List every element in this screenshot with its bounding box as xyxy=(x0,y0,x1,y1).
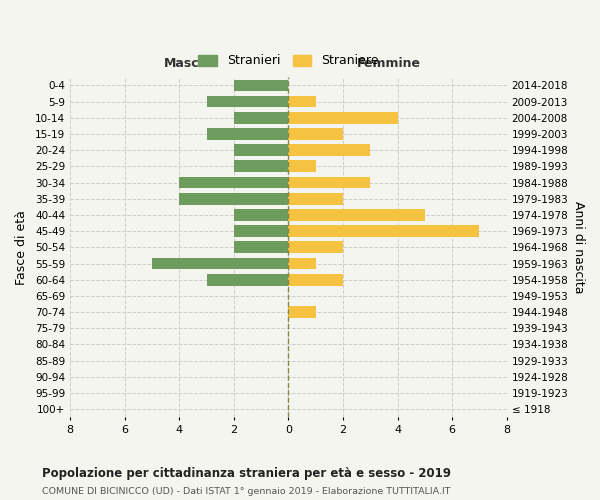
Bar xyxy=(234,209,289,220)
Y-axis label: Anni di nascita: Anni di nascita xyxy=(572,201,585,294)
Bar xyxy=(289,144,370,156)
Bar xyxy=(289,96,316,108)
Bar xyxy=(234,80,289,91)
Bar xyxy=(289,209,425,220)
Bar xyxy=(234,242,289,253)
Bar xyxy=(234,144,289,156)
Bar xyxy=(206,274,289,285)
Bar xyxy=(206,128,289,140)
Bar xyxy=(289,160,316,172)
Text: Popolazione per cittadinanza straniera per età e sesso - 2019: Popolazione per cittadinanza straniera p… xyxy=(42,468,451,480)
Bar xyxy=(289,128,343,140)
Bar xyxy=(179,176,289,188)
Bar xyxy=(289,193,343,204)
Bar xyxy=(234,112,289,124)
Bar xyxy=(289,112,398,124)
Bar xyxy=(206,96,289,108)
Bar xyxy=(289,274,343,285)
Bar xyxy=(234,160,289,172)
Bar xyxy=(289,306,316,318)
Bar xyxy=(289,226,479,237)
Bar xyxy=(289,242,343,253)
Bar xyxy=(179,193,289,204)
Text: COMUNE DI BICINICCO (UD) - Dati ISTAT 1° gennaio 2019 - Elaborazione TUTTITALIA.: COMUNE DI BICINICCO (UD) - Dati ISTAT 1°… xyxy=(42,488,451,496)
Y-axis label: Fasce di età: Fasce di età xyxy=(15,210,28,284)
Text: Maschi: Maschi xyxy=(164,58,212,70)
Bar xyxy=(152,258,289,270)
Bar xyxy=(234,226,289,237)
Text: Femmine: Femmine xyxy=(357,58,421,70)
Bar xyxy=(289,258,316,270)
Bar xyxy=(289,176,370,188)
Legend: Stranieri, Straniere: Stranieri, Straniere xyxy=(193,50,384,72)
